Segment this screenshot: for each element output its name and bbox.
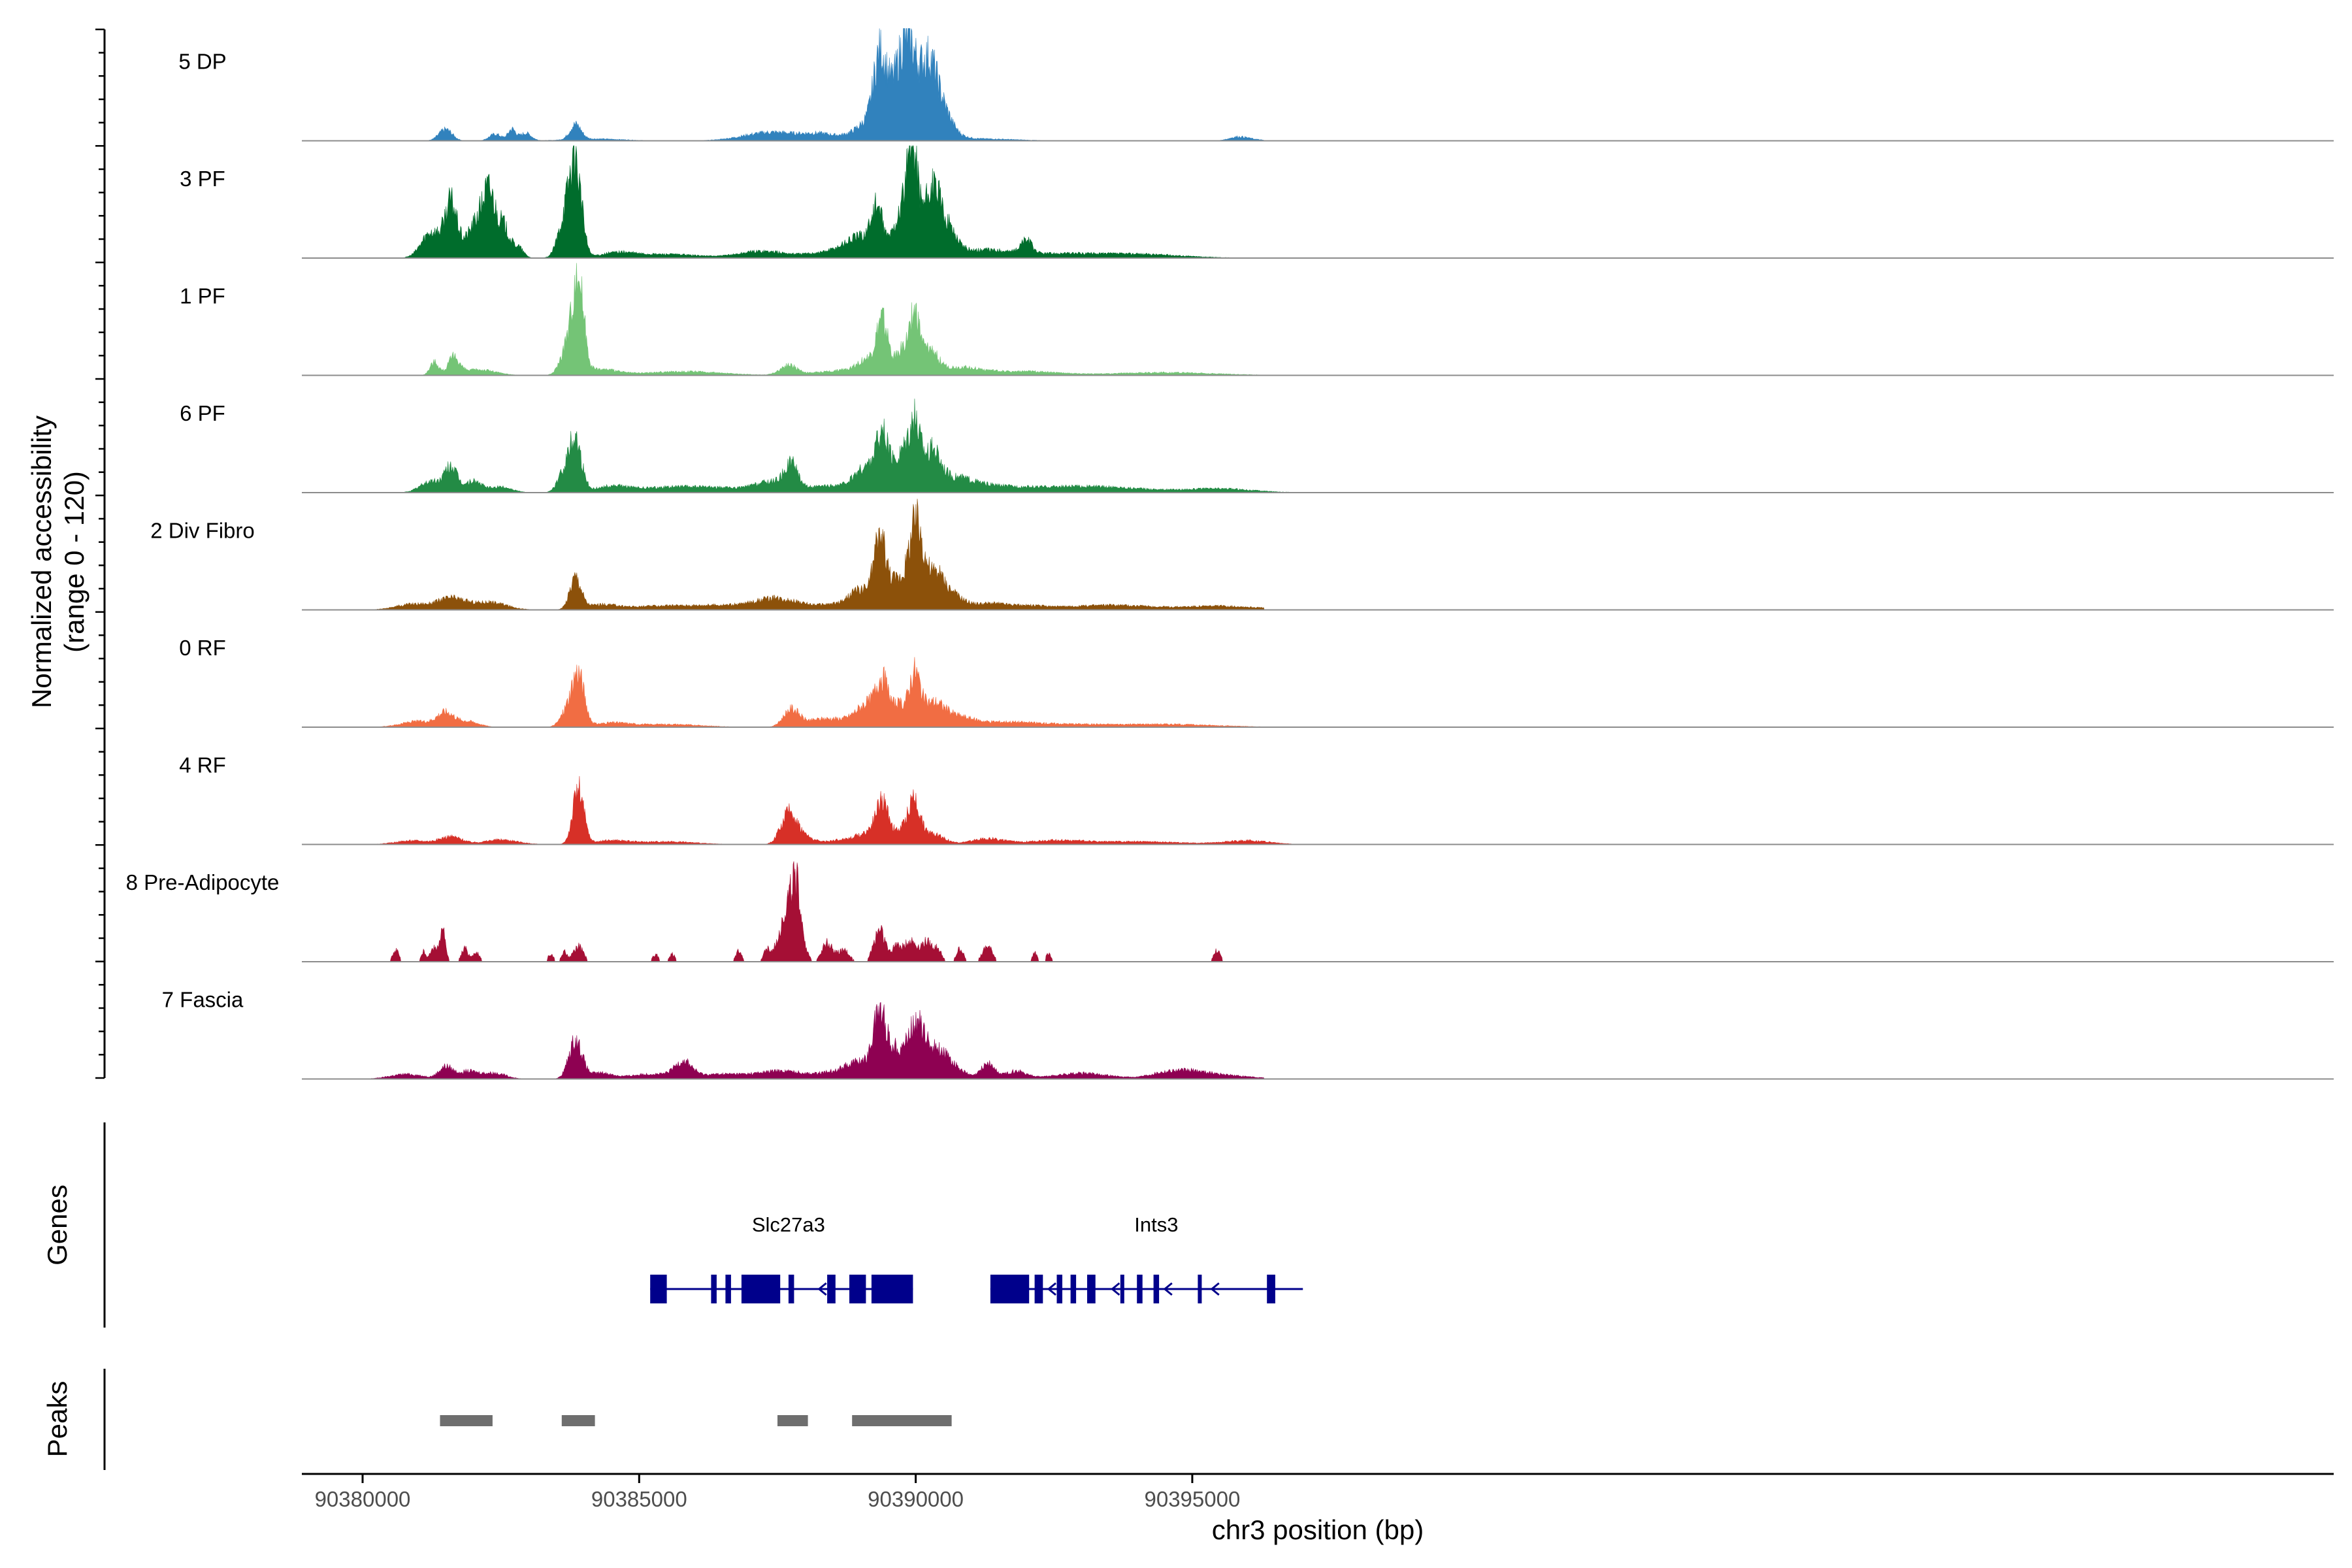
track-area	[323, 498, 1265, 610]
x-tick-label: 90395000	[1144, 1487, 1240, 1511]
gene-exon	[788, 1275, 794, 1303]
gene-exon	[1120, 1275, 1124, 1303]
track-area	[323, 28, 1265, 141]
peak-region	[440, 1415, 493, 1426]
strand-arrow	[1047, 1282, 1056, 1296]
gene-slc27a3: Slc27a3	[650, 1213, 913, 1303]
track-area	[323, 657, 1292, 728]
gene-label: Slc27a3	[752, 1213, 825, 1236]
gene-exon	[827, 1275, 836, 1303]
track-label: 3 PF	[180, 167, 225, 191]
peak-region	[777, 1415, 808, 1426]
track-area	[323, 145, 1292, 259]
y-axis-title: Normalized accessibility	[26, 416, 57, 708]
track-label: 0 RF	[179, 636, 226, 660]
strand-arrow	[1111, 1282, 1120, 1296]
gene-exon	[725, 1275, 731, 1303]
gene-exon	[1137, 1275, 1143, 1303]
gene-label: Ints3	[1134, 1213, 1178, 1236]
track-label: 1 PF	[180, 284, 225, 308]
strand-arrow	[1210, 1282, 1220, 1296]
gene-exon	[1056, 1275, 1062, 1303]
genes-track-title: Genes	[42, 1184, 73, 1266]
track-area	[351, 263, 1292, 376]
peaks-track-title: Peaks	[42, 1381, 73, 1458]
coverage-tracks: 5 DP 3 PF 1 PF 6 PF 2 Div Fibro 0 RF 4 RF 8 Pre…	[126, 28, 2334, 1080]
track-label: 5 DP	[178, 50, 226, 74]
coverage-y-axis-ticks	[95, 28, 105, 1079]
peak-region	[852, 1415, 952, 1426]
track-8-pre-adipocyte: 8 Pre-Adipocyte	[126, 861, 2334, 962]
gene-exon	[990, 1275, 1030, 1303]
track-label: 6 PF	[180, 401, 225, 425]
track-area	[323, 776, 1292, 845]
gene-exon	[1198, 1275, 1202, 1303]
gene-exon	[711, 1275, 717, 1303]
x-tick-label: 90390000	[868, 1487, 964, 1511]
gene-exon	[741, 1275, 781, 1303]
gene-exon	[1267, 1275, 1275, 1303]
track-7-fascia: 7 Fascia	[162, 988, 2334, 1080]
track-label: 4 RF	[179, 753, 226, 777]
track-6-pf: 6 PF	[180, 399, 2334, 493]
gene-ints3: Ints3	[990, 1213, 1303, 1303]
x-axis-ticks: 90380000 90385000 90390000 90395000	[315, 1474, 1240, 1511]
strand-arrow	[1163, 1282, 1173, 1296]
track-4-rf: 4 RF	[179, 753, 2334, 845]
y-axis-subtitle: (range 0 - 120)	[59, 471, 90, 653]
x-axis-title: chr3 position (bp)	[1212, 1514, 1424, 1545]
x-tick-label: 90385000	[591, 1487, 687, 1511]
gene-track: Slc27a3 Ints3	[650, 1213, 1303, 1303]
strand-arrow	[817, 1282, 827, 1296]
gene-exon	[650, 1275, 667, 1303]
track-0-rf: 0 RF	[179, 636, 2334, 728]
track-label: 8 Pre-Adipocyte	[126, 870, 280, 894]
track-5-dp: 5 DP	[178, 28, 2334, 142]
peak-track	[440, 1415, 952, 1426]
gene-exon	[1070, 1275, 1077, 1303]
x-tick-label: 90380000	[315, 1487, 411, 1511]
gene-exon	[1034, 1275, 1043, 1303]
track-area	[323, 1002, 1265, 1079]
gene-exon	[1087, 1275, 1096, 1303]
track-label: 7 Fascia	[162, 988, 244, 1012]
track-area	[389, 861, 1226, 962]
track-area	[323, 399, 1292, 493]
track-2-div-fibro: 2 Div Fibro	[150, 498, 2334, 611]
gene-exon	[849, 1275, 866, 1303]
gene-exon	[871, 1275, 913, 1303]
gene-exon	[1153, 1275, 1160, 1303]
track-3-pf: 3 PF	[180, 145, 2334, 259]
track-label: 2 Div Fibro	[150, 519, 255, 543]
track-1-pf: 1 PF	[180, 263, 2334, 376]
peak-region	[561, 1415, 595, 1426]
